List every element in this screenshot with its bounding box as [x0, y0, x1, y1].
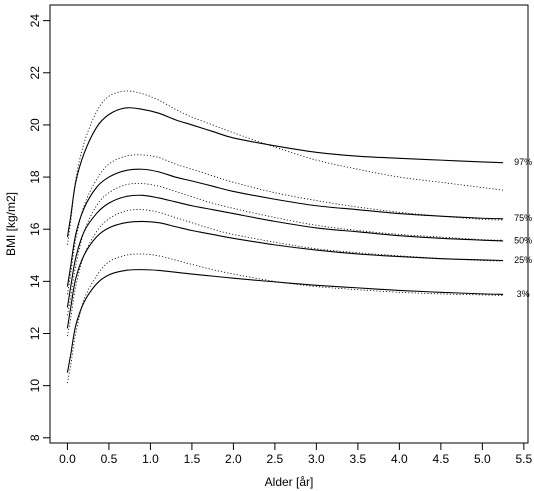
x-axis-title: Alder [år] [265, 475, 314, 489]
y-axis-title: BMI [kg/m2] [4, 192, 18, 256]
y-tick-label: 8 [28, 434, 42, 441]
series-25-reference-line [67, 209, 504, 337]
series-75-reference-line [67, 154, 504, 295]
series-3-reference-line [67, 253, 504, 384]
series-50-line [66, 194, 504, 308]
percentile-label-97: 97% [514, 157, 532, 167]
series-97-line [66, 107, 504, 238]
series-50-reference-line [67, 183, 504, 316]
percentile-labels: 97% 75% 50% 25% 3% [514, 157, 532, 299]
y-tick-label: 14 [28, 274, 42, 288]
series-25-line [66, 220, 504, 329]
y-tick-label: 22 [28, 66, 42, 80]
y-tick-label: 10 [28, 379, 42, 393]
y-tick-label: 20 [28, 118, 42, 132]
series-75-line [66, 168, 504, 287]
percentile-label-3: 3% [517, 289, 530, 299]
x-tick-label: 1.5 [184, 452, 201, 466]
y-tick-label: 18 [28, 170, 42, 184]
y-tick-label: 16 [28, 222, 42, 236]
percentile-label-50: 50% [514, 235, 532, 245]
x-axis: 0.0 0.5 1.0 1.5 2.0 2.5 3.0 3.5 4.0 4.5 5.0 5.5 [59, 442, 533, 466]
x-tick-label: 5.5 [516, 452, 533, 466]
x-tick-label: 0.5 [101, 452, 118, 466]
series-3-line [66, 269, 504, 373]
y-tick-label: 12 [28, 327, 42, 341]
x-tick-label: 4.5 [433, 452, 450, 466]
percentile-label-25: 25% [514, 255, 532, 265]
x-tick-label: 1.0 [142, 452, 159, 466]
series-97-reference-line [67, 90, 504, 245]
percentile-label-75: 75% [514, 213, 532, 223]
x-tick-label: 0.0 [59, 452, 76, 466]
x-tick-label: 2.0 [225, 452, 242, 466]
y-tick-label: 24 [28, 14, 42, 28]
x-tick-label: 5.0 [474, 452, 491, 466]
x-tick-label: 3.5 [350, 452, 367, 466]
x-tick-label: 4.0 [391, 452, 408, 466]
x-tick-label: 2.5 [267, 452, 284, 466]
series-layer [66, 90, 504, 384]
y-axis: 8 10 12 14 16 18 20 22 24 [28, 14, 50, 441]
x-tick-label: 3.0 [308, 452, 325, 466]
